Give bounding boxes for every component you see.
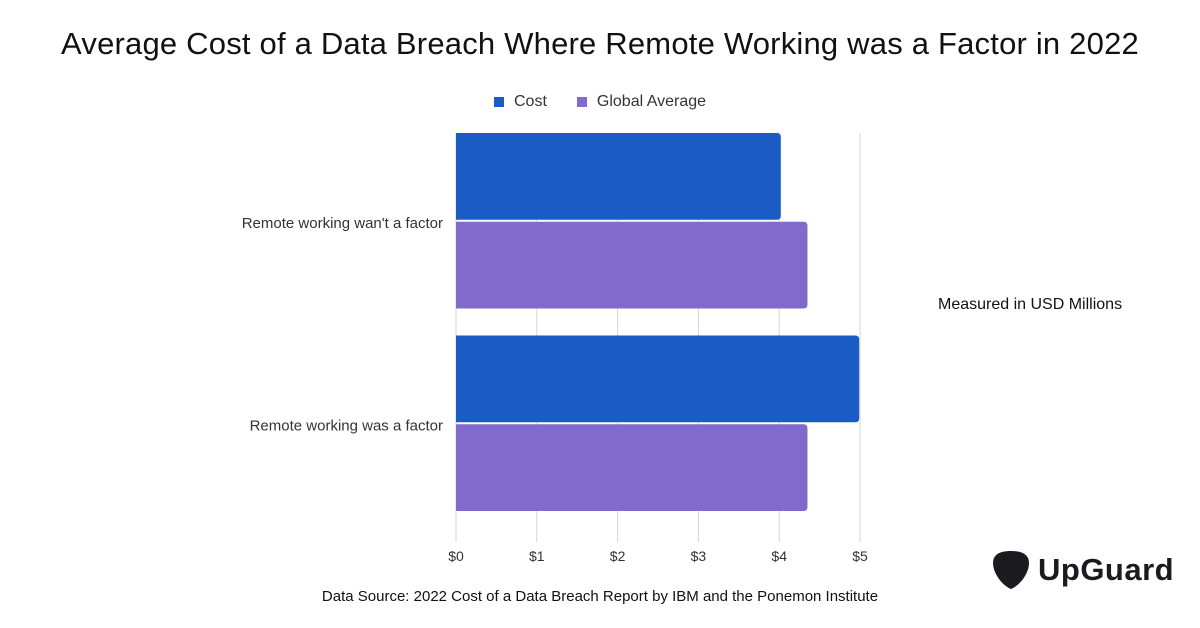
legend-label-cost: Cost (513, 93, 547, 110)
guitar-pick-shield-icon (993, 551, 1029, 589)
legend-item-cost: Cost (493, 93, 547, 111)
category-label-1: Remote working was a factor (250, 417, 443, 434)
x-tick-label-2: $2 (610, 548, 626, 564)
bar-cost-1 (456, 335, 860, 423)
x-tick-label-0: $0 (448, 548, 464, 564)
bar-global-average-0 (456, 221, 808, 309)
x-tick-label-1: $1 (529, 548, 545, 564)
unit-note: Measured in USD Millions (938, 296, 1123, 313)
logo-text: UpGuard (1038, 552, 1175, 587)
chart-title: Average Cost of a Data Breach Where Remo… (61, 26, 1139, 61)
legend-swatch-global-average (576, 97, 587, 107)
legend-label-global-average: Global Average (596, 93, 707, 110)
legend-swatch-cost (493, 97, 504, 107)
chart-legend: Cost Global Average (0, 93, 1200, 111)
legend-item-global-average: Global Average (576, 93, 707, 111)
x-tick-label-3: $3 (691, 548, 707, 564)
category-label-0: Remote working wan't a factor (242, 215, 443, 232)
bar-cost-0 (456, 133, 781, 220)
x-tick-label-5: $5 (852, 548, 868, 564)
data-source-note: Data Source: 2022 Cost of a Data Breach … (321, 588, 879, 605)
bar-global-average-1 (456, 424, 808, 511)
upguard-logo: UpGuard (992, 550, 1174, 590)
x-tick-label-4: $4 (771, 548, 787, 564)
